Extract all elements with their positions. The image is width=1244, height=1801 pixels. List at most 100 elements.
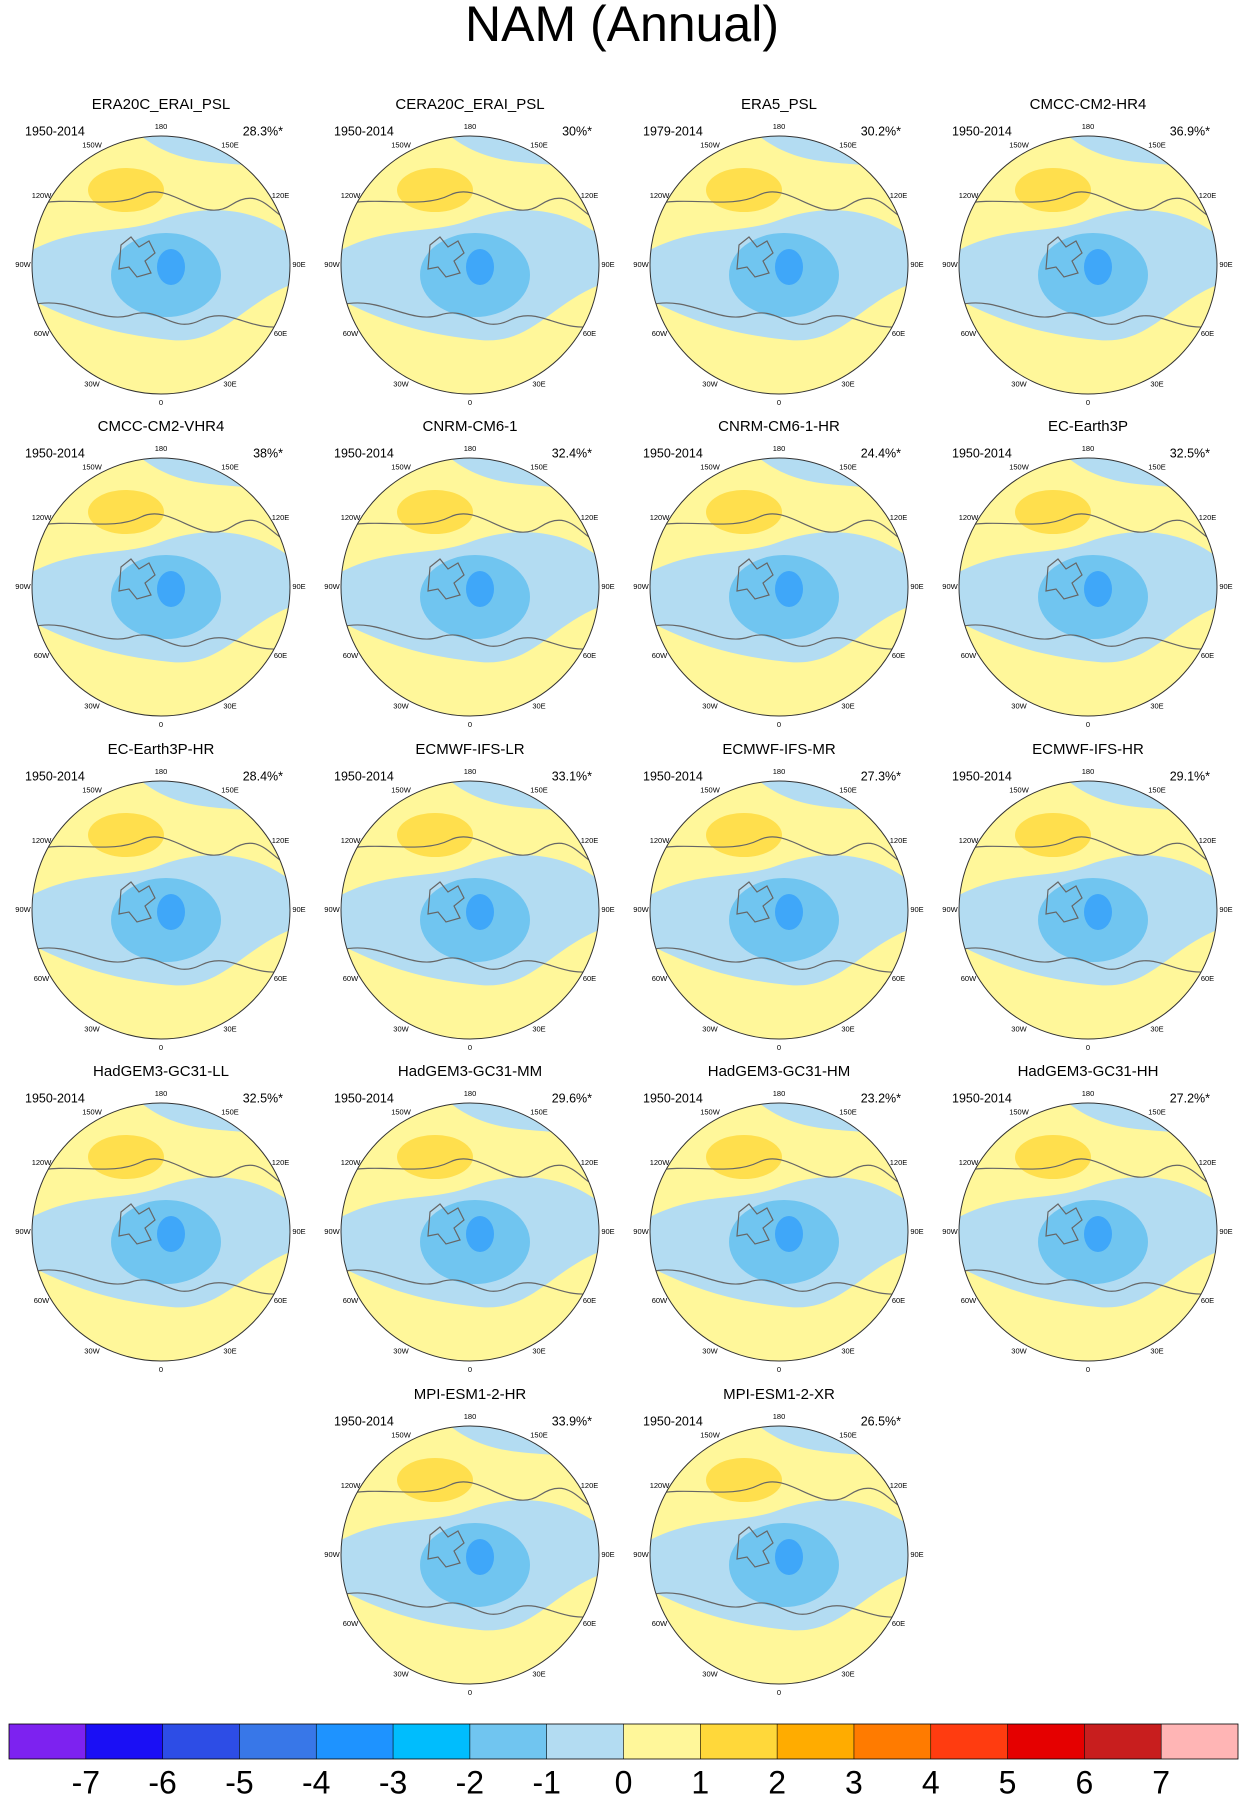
map-border — [958, 1102, 1218, 1362]
panel-title: ERA5_PSL — [741, 96, 817, 113]
panel-percent: 29.6%* — [552, 1091, 592, 1105]
field-neg3 — [157, 571, 185, 607]
longitude-label: 120E — [890, 1158, 908, 1167]
panel-percent: 33.1%* — [552, 769, 592, 783]
panel-period: 1950-2014 — [334, 1414, 394, 1428]
map-panel: MPI-ESM1-2-HR 1950-2014 33.9%* 180 150E 120E 9… — [324, 1386, 614, 1697]
longitude-label: 180 — [773, 444, 786, 453]
longitude-label: 180 — [1082, 444, 1095, 453]
field-neg3 — [157, 249, 185, 285]
longitude-label: 150W — [1009, 140, 1030, 149]
panel-period: 1950-2014 — [25, 769, 85, 783]
longitude-label: 180 — [155, 767, 168, 776]
map-panel: ECMWF-IFS-LR 1950-2014 33.1%* 180 150E 120E 90… — [324, 741, 614, 1052]
map-panel: HadGEM3-GC31-HM 1950-2014 23.2%* 180 150E 120… — [633, 1063, 923, 1374]
panel-percent: 32.5%* — [243, 1091, 283, 1105]
longitude-label: 120W — [32, 513, 53, 522]
longitude-label: 150E — [530, 1430, 548, 1439]
longitude-label: 90W — [942, 582, 958, 591]
longitude-label: 150E — [530, 785, 548, 794]
longitude-label: 60E — [583, 329, 596, 338]
longitude-label: 0 — [1086, 1043, 1090, 1052]
field-neg3 — [466, 1539, 494, 1575]
longitude-label: 0 — [468, 1688, 472, 1697]
longitude-label: 120W — [959, 513, 980, 522]
longitude-label: 60E — [1201, 1296, 1214, 1305]
longitude-label: 30E — [532, 1346, 545, 1355]
panel-percent: 30%* — [562, 124, 592, 138]
field-neg3 — [775, 894, 803, 930]
longitude-label: 60E — [583, 1619, 596, 1628]
longitude-label: 0 — [777, 1365, 781, 1374]
panel-period: 1950-2014 — [334, 446, 394, 460]
longitude-label: 60E — [583, 1296, 596, 1305]
map-panel: MPI-ESM1-2-XR 1950-2014 26.5%* 180 150E 120E 9… — [633, 1386, 923, 1697]
longitude-label: 30E — [532, 1024, 545, 1033]
longitude-label: 120E — [1199, 191, 1217, 200]
longitude-label: 60E — [1201, 651, 1214, 660]
longitude-label: 180 — [773, 1089, 786, 1098]
map-panel: ECMWF-IFS-HR 1950-2014 29.1%* 180 150E 120E 90… — [942, 741, 1232, 1052]
longitude-label: 150W — [700, 1430, 721, 1439]
longitude-label: 120W — [650, 836, 671, 845]
longitude-label: 90E — [601, 1227, 614, 1236]
longitude-label: 60E — [892, 329, 905, 338]
map-border — [31, 780, 291, 1040]
longitude-label: 30W — [84, 701, 100, 710]
field-pos1 — [397, 168, 473, 212]
longitude-label: 150E — [839, 1107, 857, 1116]
longitude-label: 0 — [159, 1365, 163, 1374]
longitude-label: 60E — [1201, 329, 1214, 338]
longitude-label: 150E — [1148, 1107, 1166, 1116]
coastline — [650, 513, 908, 650]
map-border — [340, 135, 600, 395]
longitude-label: 30E — [532, 1669, 545, 1678]
longitude-label: 0 — [777, 398, 781, 407]
panel-title: HadGEM3-GC31-LL — [93, 1063, 229, 1080]
longitude-label: 30E — [841, 1346, 854, 1355]
longitude-label: 30W — [1011, 379, 1027, 388]
longitude-label: 30W — [393, 1024, 409, 1033]
longitude-label: 90E — [601, 582, 614, 591]
map-field — [341, 136, 599, 394]
longitude-label: 150W — [700, 462, 721, 471]
field-neg3 — [775, 571, 803, 607]
colorbar-label: 6 — [1075, 1764, 1093, 1800]
map-panel: CNRM-CM6-1 1950-2014 32.4%* 180 150E 120E 90E 6… — [324, 418, 614, 729]
longitude-label: 150E — [221, 1107, 239, 1116]
longitude-label: 30E — [532, 379, 545, 388]
coastline — [341, 1481, 599, 1618]
field-pos1 — [397, 1135, 473, 1179]
map-border — [649, 1102, 909, 1362]
longitude-label: 180 — [1082, 1089, 1095, 1098]
coastline — [32, 191, 290, 328]
longitude-label: 60W — [343, 329, 359, 338]
field-pos1 — [706, 490, 782, 534]
longitude-label: 30W — [702, 1024, 718, 1033]
longitude-label: 30E — [841, 379, 854, 388]
longitude-label: 60W — [343, 1619, 359, 1628]
longitude-label: 180 — [155, 122, 168, 131]
longitude-label: 30W — [702, 379, 718, 388]
colorbar-box — [546, 1724, 624, 1759]
longitude-label: 150W — [391, 140, 412, 149]
map-field — [650, 1103, 908, 1361]
field-neg3 — [466, 571, 494, 607]
longitude-label: 30E — [841, 701, 854, 710]
field-neg3 — [775, 249, 803, 285]
field-pos1 — [88, 490, 164, 534]
longitude-label: 150W — [391, 462, 412, 471]
colorbar-label: 4 — [922, 1764, 940, 1800]
longitude-label: 90E — [1219, 260, 1232, 269]
colorbar-box — [239, 1724, 317, 1759]
map-panel: EC-Earth3P-HR 1950-2014 28.4%* 180 150E 120E 9… — [15, 741, 305, 1052]
longitude-label: 60W — [34, 974, 50, 983]
longitude-label: 60W — [652, 1619, 668, 1628]
longitude-label: 90W — [15, 905, 31, 914]
longitude-label: 90W — [942, 1227, 958, 1236]
colorbar-label: 2 — [768, 1764, 786, 1800]
longitude-label: 120E — [1199, 1158, 1217, 1167]
longitude-label: 90W — [633, 1550, 649, 1559]
